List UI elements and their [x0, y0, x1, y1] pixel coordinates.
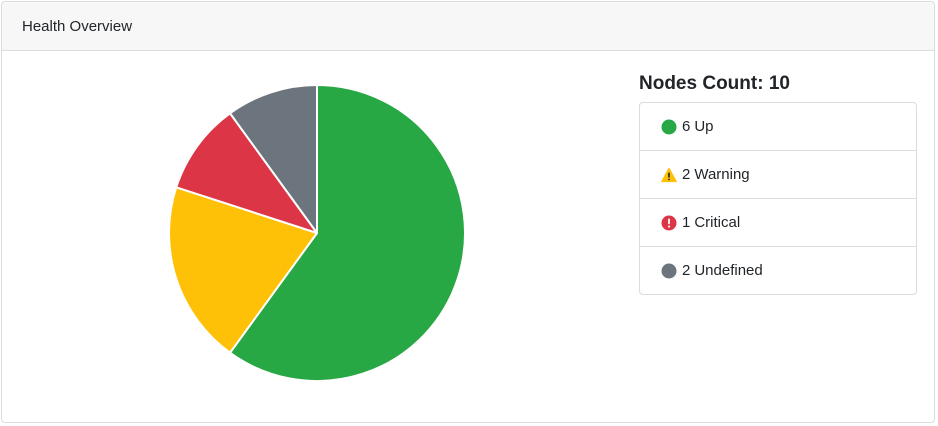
status-count: 2	[682, 262, 691, 279]
warning-triangle-icon	[661, 167, 677, 183]
pie-svg	[168, 84, 466, 382]
status-label: Warning	[694, 166, 750, 183]
card-body: Nodes Count: 10 6 Up	[2, 51, 934, 422]
undefined-circle-icon	[661, 263, 677, 279]
pie-slice-up[interactable]	[229, 84, 466, 382]
nodes-count-title: Nodes Count: 10	[639, 73, 790, 94]
pie-slice-warning[interactable]	[168, 186, 318, 354]
status-item-warning: 2 Warning	[640, 151, 916, 199]
status-label: Undefined	[694, 262, 763, 279]
critical-exclamation-icon	[661, 215, 677, 231]
status-list: 6 Up 2 Warning	[639, 102, 917, 295]
up-circle-icon	[661, 119, 677, 135]
status-count: 6	[682, 118, 691, 135]
status-item-undefined: 2 Undefined	[640, 247, 916, 294]
card-header: Health Overview	[2, 2, 934, 51]
status-item-up: 6 Up	[640, 103, 916, 151]
card-title: Health Overview	[22, 17, 133, 35]
status-label: Critical	[694, 214, 741, 231]
status-count: 2	[682, 166, 691, 183]
pie-slice-undefined[interactable]	[229, 84, 318, 234]
pie-slice-critical[interactable]	[175, 112, 318, 234]
status-label: Up	[694, 118, 714, 135]
status-item-critical: 1 Critical	[640, 199, 916, 247]
health-pie-chart	[165, 81, 469, 385]
status-count: 1	[682, 214, 691, 231]
nodes-summary-panel: Nodes Count: 10 6 Up	[639, 73, 917, 295]
